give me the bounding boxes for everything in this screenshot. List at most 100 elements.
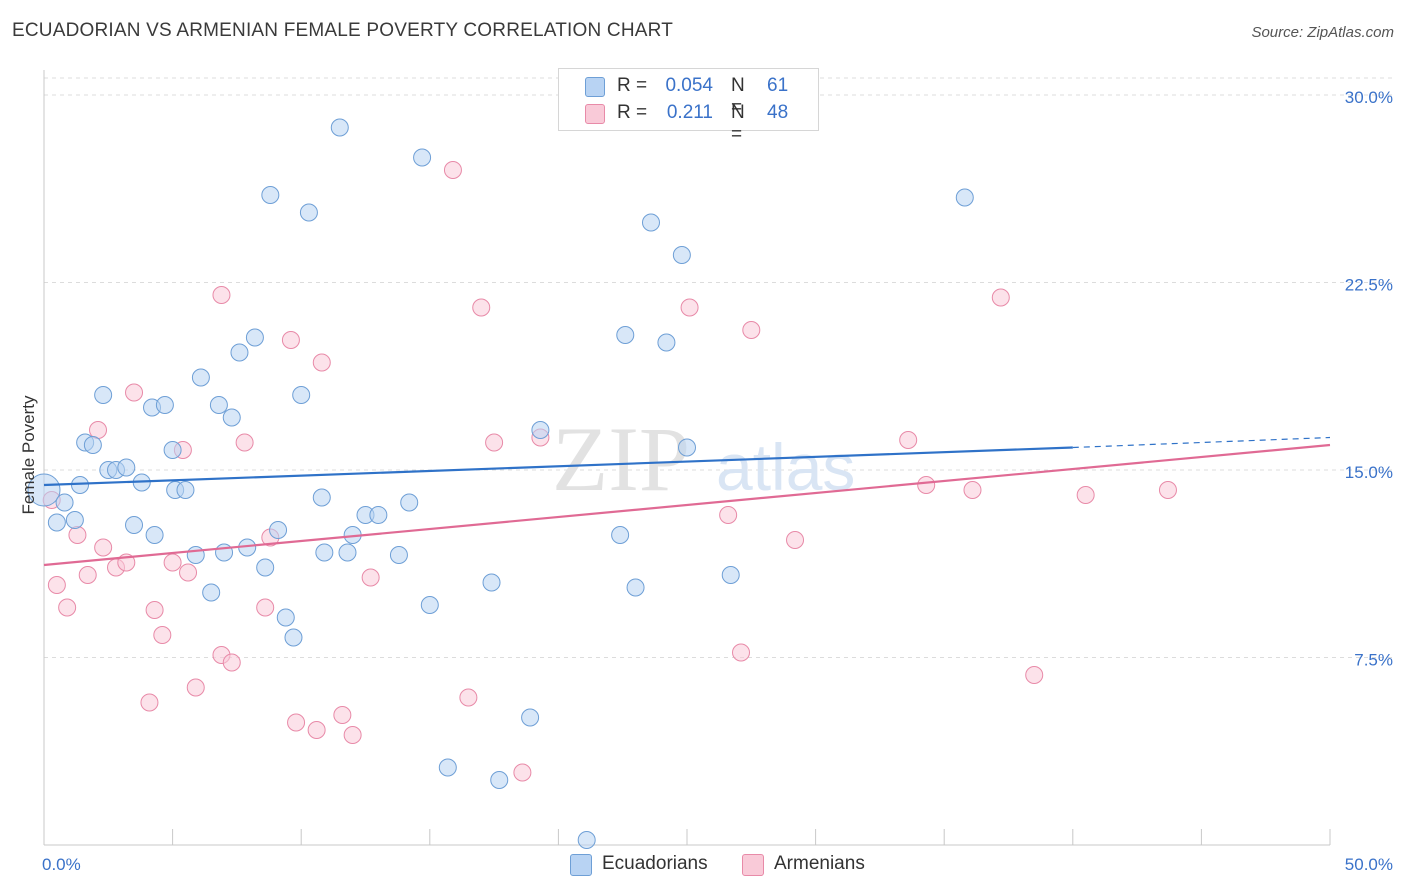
armenian-point — [307, 721, 326, 739]
ecuadorian-point — [125, 516, 144, 534]
armenian-point — [443, 161, 462, 179]
ecuadorian-point — [721, 566, 740, 584]
ecuadorian-point — [626, 578, 645, 597]
armenian-point — [719, 506, 738, 524]
ecuadorian-point — [611, 526, 630, 544]
armenian-point — [963, 481, 982, 499]
legend-r-label: R = — [617, 102, 648, 123]
ecuadorian-point — [678, 438, 696, 457]
legend-n-label: N = — [731, 75, 745, 118]
x-tick-label: 0.0% — [42, 855, 81, 874]
trend-lines — [43, 436, 1331, 567]
armenian-point — [89, 421, 108, 439]
ecuadorian-point — [55, 493, 74, 512]
y-tick-label: 30.0% — [1345, 88, 1393, 107]
armenian-point — [68, 526, 87, 544]
ecuadorian-point — [577, 831, 596, 849]
armenian-point — [513, 763, 532, 782]
y-tick-label: 22.5% — [1345, 276, 1393, 295]
ecuadorian-point — [163, 441, 182, 459]
armenian-point — [212, 286, 231, 304]
armenian-point — [1076, 486, 1095, 504]
grid — [44, 77, 1392, 658]
ecuadorian-point — [186, 546, 205, 564]
ecuadorian-point — [276, 608, 295, 627]
armenian-point — [680, 298, 699, 317]
armenian-point — [140, 693, 159, 712]
armenian-point — [235, 433, 254, 452]
legend-n-value: 48 — [767, 102, 789, 123]
ecuadorian-point — [245, 328, 264, 347]
ecuadorian-point — [292, 386, 311, 404]
chart-title: ECUADORIAN VS ARMENIAN FEMALE POVERTY CO… — [12, 20, 673, 41]
legend-r-value: 0.054 — [665, 75, 713, 96]
armenian-point — [1158, 481, 1177, 499]
armenian-point — [472, 298, 491, 317]
x-tick-label: 50.0% — [1345, 855, 1393, 874]
armenian-point — [287, 713, 306, 732]
legend-label-ecuadorians: Ecuadorians — [602, 853, 708, 874]
ecuadorian-point — [672, 246, 691, 264]
armenian-point — [459, 688, 478, 707]
armenian-point — [991, 288, 1010, 307]
ecuadorian-point — [65, 511, 84, 529]
armenian-point — [485, 433, 504, 452]
armenian-point — [742, 321, 761, 339]
ecuadorian-point — [145, 526, 164, 544]
ecuadorian-point — [27, 473, 61, 507]
armenian-point — [186, 678, 205, 697]
armenian-point — [256, 598, 275, 617]
armenian-point — [786, 531, 805, 549]
ecuadorians-trend-line — [43, 446, 1073, 487]
armenian-point — [145, 601, 164, 619]
y-tick-label: 7.5% — [1354, 651, 1393, 670]
ecuadorian-point — [955, 188, 974, 207]
legend-n-label: N = — [731, 102, 745, 145]
armenian-point — [47, 576, 66, 594]
armenian-point — [732, 643, 751, 662]
ecuadorian-point — [312, 488, 331, 507]
armenian-point — [125, 383, 144, 402]
legend-swatch-ecuadorians — [570, 854, 592, 876]
ecuadorian-point — [155, 396, 174, 414]
ecuadorian-point — [521, 708, 540, 727]
ecuadorian-point — [117, 458, 136, 477]
armenian-point — [917, 476, 936, 494]
ecuadorian-point — [256, 558, 275, 577]
ecuadorian-point — [83, 436, 102, 454]
ecuadorian-point — [269, 521, 288, 539]
watermark: ZIP atlas — [552, 408, 855, 510]
ecuadorian-point — [47, 513, 66, 532]
ecuadorian-point — [338, 543, 357, 562]
ecuadorian-point — [369, 506, 388, 524]
series-legend: Ecuadorians Armenians — [0, 850, 1406, 880]
armenian-point — [312, 353, 331, 372]
legend-r-value: 0.211 — [666, 102, 713, 123]
armenian-point — [179, 563, 198, 582]
ecuadorian-point — [616, 326, 635, 344]
ecuadorian-point — [490, 771, 509, 789]
ecuadorians-trend-extension — [1072, 436, 1331, 449]
armenian-point — [899, 431, 918, 449]
data-points — [27, 118, 1177, 849]
y-axis-label: Female Poverty — [19, 395, 38, 515]
legend-r-label: R = — [617, 75, 648, 96]
watermark-zip: ZIP — [552, 408, 690, 510]
y-tick-label: 15.0% — [1345, 463, 1393, 482]
armenian-point — [281, 331, 300, 349]
ecuadorian-point — [94, 386, 113, 404]
ecuadorian-point — [230, 343, 249, 362]
ecuadorian-point — [209, 396, 228, 414]
armenian-point — [333, 706, 352, 724]
ecuadorian-point — [657, 333, 676, 352]
armenian-point — [361, 568, 380, 587]
legend-n-value: 61 — [767, 75, 789, 96]
ecuadorian-point — [202, 583, 221, 602]
correlation-legend: R = 0.054 N = 61 R = 0.211 N = 48 — [558, 68, 819, 145]
ecuadorian-point — [284, 628, 303, 647]
armenian-point — [153, 626, 172, 644]
ecuadorian-point — [222, 408, 241, 427]
armenian-point — [343, 726, 362, 744]
ecuadorian-point — [261, 186, 280, 204]
ecuadorian-point — [482, 573, 501, 592]
